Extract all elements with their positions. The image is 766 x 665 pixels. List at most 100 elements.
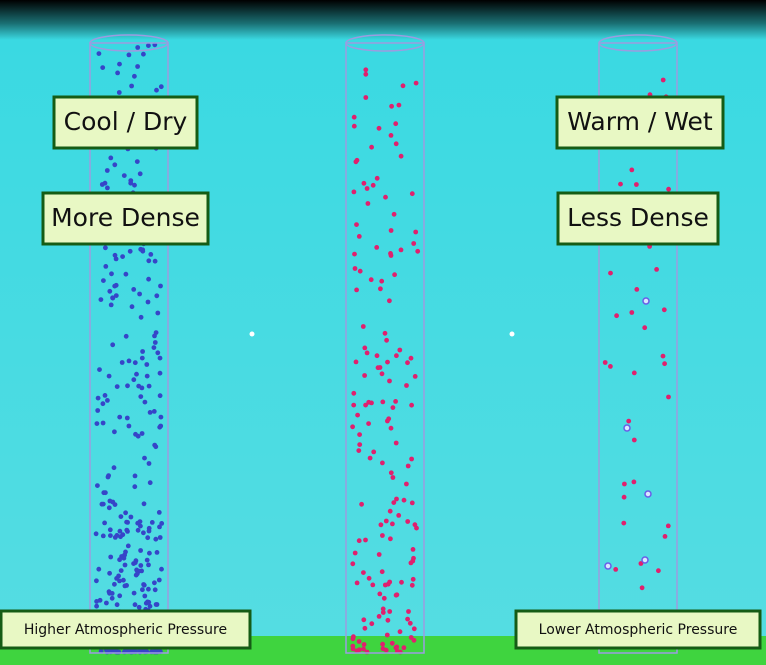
particle <box>102 520 107 526</box>
particle <box>94 421 100 426</box>
particle <box>608 270 613 276</box>
particle <box>388 253 394 258</box>
particle <box>626 418 632 424</box>
particle <box>153 602 159 607</box>
particle <box>129 83 135 89</box>
tube-middle <box>345 42 425 654</box>
particle <box>413 80 419 86</box>
particle <box>155 350 161 356</box>
particle <box>106 373 112 379</box>
particle <box>410 576 416 582</box>
particle <box>634 287 640 292</box>
particle <box>126 358 132 364</box>
particle <box>380 460 385 466</box>
particle <box>117 61 122 67</box>
particle <box>152 333 157 339</box>
particle <box>107 570 112 576</box>
particle <box>159 521 165 526</box>
particle <box>149 520 155 525</box>
particle <box>411 555 416 561</box>
particle <box>350 646 356 652</box>
particle <box>357 442 363 447</box>
particle <box>623 424 631 432</box>
particle <box>380 606 386 612</box>
particle <box>394 353 399 359</box>
tube-right <box>598 42 678 654</box>
particle <box>108 533 113 538</box>
particle <box>354 580 360 586</box>
particle <box>362 345 368 351</box>
particle <box>662 534 668 539</box>
particle <box>114 384 120 389</box>
label-box <box>0 609 252 650</box>
particle <box>387 298 392 304</box>
particle <box>362 625 368 631</box>
particle <box>361 646 366 652</box>
particle <box>113 256 119 262</box>
particle <box>662 361 667 367</box>
label: Higher Atmospheric Pressure <box>24 622 227 638</box>
particle <box>666 186 671 192</box>
particle <box>95 483 100 488</box>
tube-left-top <box>89 34 169 52</box>
particle <box>413 229 419 235</box>
particle <box>360 324 366 329</box>
particle <box>106 505 112 511</box>
label-box <box>556 191 720 246</box>
particle <box>644 490 652 498</box>
particle <box>608 364 613 369</box>
particle <box>390 405 396 410</box>
particle <box>387 378 392 384</box>
particle <box>141 582 147 587</box>
particle <box>100 501 106 507</box>
particle <box>145 599 150 605</box>
particle <box>631 437 637 443</box>
particle <box>394 496 399 502</box>
particle <box>357 432 362 437</box>
particle <box>129 304 135 310</box>
particle <box>370 182 376 188</box>
particle <box>383 518 389 524</box>
particle <box>401 645 407 651</box>
particle <box>374 353 380 359</box>
particle <box>405 616 410 622</box>
particle <box>107 527 113 533</box>
particle <box>157 370 163 376</box>
particle <box>135 45 141 50</box>
particle <box>110 342 116 348</box>
particle <box>141 501 147 507</box>
particle <box>146 276 152 282</box>
particle <box>141 530 146 536</box>
particle <box>634 182 639 187</box>
particle <box>396 102 402 108</box>
particle <box>138 314 144 320</box>
particle <box>614 313 619 319</box>
particle <box>154 550 160 555</box>
particle <box>388 425 394 431</box>
particle <box>385 617 391 623</box>
particle <box>96 566 102 572</box>
particle <box>135 64 141 69</box>
particle <box>356 448 362 453</box>
particle <box>407 620 413 626</box>
particle <box>105 185 110 191</box>
particle <box>408 560 414 566</box>
particle <box>158 423 164 429</box>
particle <box>363 67 369 73</box>
particle <box>361 617 367 623</box>
particle <box>356 647 362 653</box>
particle <box>388 228 394 233</box>
particle <box>147 603 153 609</box>
particle <box>142 455 147 461</box>
particle <box>641 556 649 564</box>
particle <box>118 568 124 573</box>
particle <box>152 587 158 593</box>
particle <box>97 597 103 603</box>
particle <box>157 524 162 530</box>
particle <box>132 182 137 188</box>
particle <box>146 383 152 389</box>
particle <box>350 424 355 430</box>
particle <box>363 402 368 408</box>
particle <box>128 178 134 184</box>
particle <box>108 155 114 161</box>
